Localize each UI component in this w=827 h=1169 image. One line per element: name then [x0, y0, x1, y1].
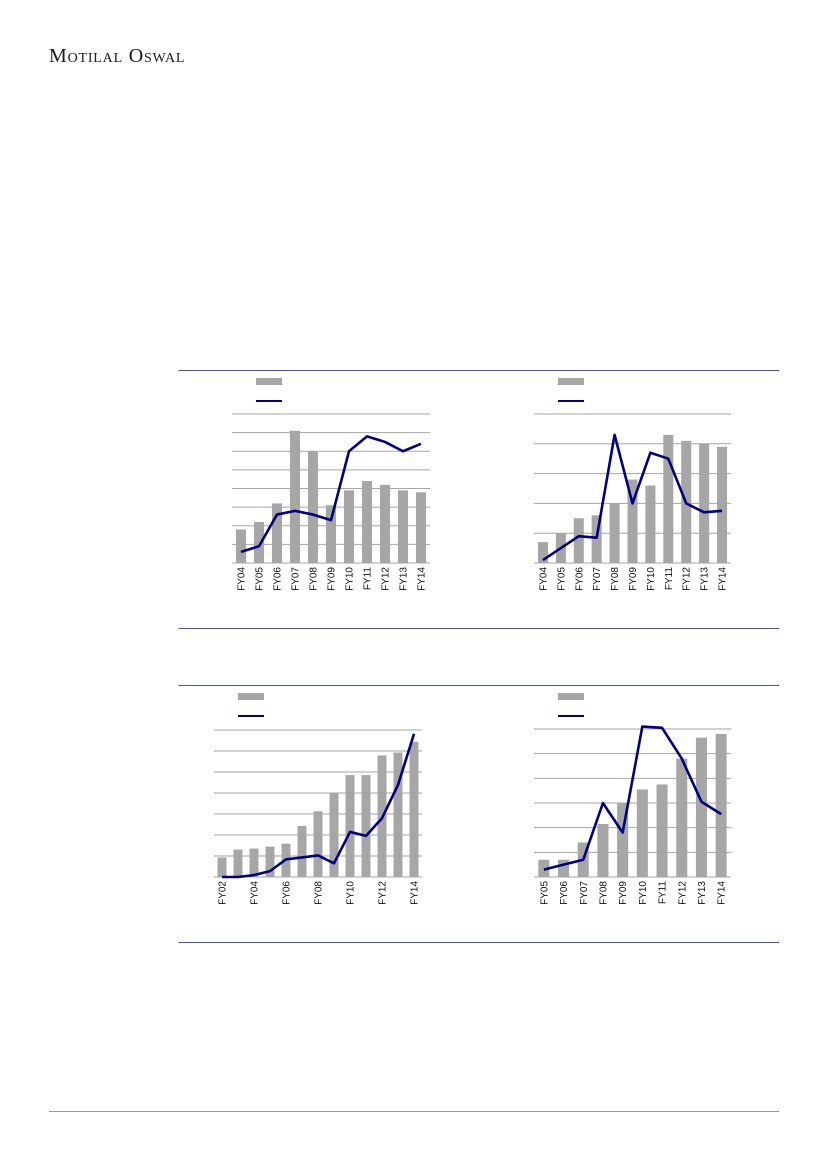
bar-fy06: [558, 859, 570, 877]
brand-logo: Motilal Oswal: [49, 45, 186, 67]
section-rule-top-1: [179, 370, 779, 371]
x-tick-label: FY09: [618, 881, 629, 905]
chart-top-left: FY04 FY05 FY06 FY07 FY08 FY09 FY10 FY11 FY12 FY13…: [232, 372, 442, 622]
x-tick-label: FY08: [598, 881, 609, 905]
bar-fy05: [253, 522, 265, 563]
bar-fy13: [699, 443, 710, 563]
series-line: [543, 725, 722, 871]
bar-fy04: [235, 529, 247, 563]
bar-fy11: [361, 481, 373, 563]
bar-fy12: [676, 758, 688, 877]
x-tick-label: FY10: [346, 881, 357, 905]
bar-fy04: [249, 848, 259, 877]
bar-fy10: [345, 775, 355, 877]
section-rule-top-2: [179, 685, 779, 686]
bar-fy13: [393, 752, 403, 877]
footer-rule: [49, 1111, 779, 1112]
bar-fy13: [397, 490, 409, 563]
bar-fy02: [217, 857, 227, 877]
legend-bar-swatch: [558, 378, 584, 385]
bar-fy04: [537, 542, 548, 563]
x-tick-label: FY07: [291, 567, 302, 591]
x-tick-label: FY05: [539, 881, 550, 905]
x-tick-label: FY11: [363, 567, 374, 591]
bar-fy08: [609, 503, 620, 563]
x-tick-label: FY13: [697, 881, 708, 905]
bar-fy14: [415, 492, 427, 563]
x-tick-label: FY12: [378, 881, 389, 905]
bar-fy05: [265, 846, 275, 877]
x-tick-label: FY04: [237, 567, 248, 591]
bar-fy06: [573, 518, 584, 563]
x-tick-label: FY08: [314, 881, 325, 905]
bar-fy07: [297, 826, 307, 877]
x-tick-label: FY12: [677, 881, 688, 905]
x-tick-label: FY07: [579, 881, 590, 905]
x-tick-label: FY13: [399, 567, 410, 591]
bar-fy10: [645, 485, 656, 563]
x-tick-label: FY13: [700, 567, 711, 591]
x-tick-label: FY02: [218, 881, 229, 905]
x-tick-label: FY12: [381, 567, 392, 591]
bar-fy14: [717, 446, 728, 563]
x-tick-label: FY06: [574, 567, 585, 591]
x-tick-label: FY10: [345, 567, 356, 591]
x-tick-label: FY05: [556, 567, 567, 591]
x-tick-label: FY05: [255, 567, 266, 591]
bar-fy09: [627, 479, 638, 563]
x-tick-label: FY12: [682, 567, 693, 591]
section-rule-bottom-1: [179, 628, 779, 629]
bar-fy03: [233, 849, 243, 877]
x-tick-label: FY14: [718, 567, 729, 591]
x-tick-label: FY04: [538, 567, 549, 591]
x-tick-label: FY08: [309, 567, 320, 591]
bar-fy11: [361, 775, 371, 877]
x-tick-label: FY09: [628, 567, 639, 591]
x-tick-label: FY10: [646, 567, 657, 591]
bar-fy14: [715, 733, 727, 877]
legend-bar-swatch: [558, 693, 584, 700]
x-tick-label: FY06: [282, 881, 293, 905]
x-tick-label: FY14: [717, 881, 728, 905]
legend-bar-swatch: [238, 693, 264, 700]
x-tick-label: FY09: [327, 567, 338, 591]
legend-bar-swatch: [256, 378, 282, 385]
x-tick-label: FY06: [273, 567, 284, 591]
bar-fy08: [307, 451, 319, 563]
bar-fy10: [343, 490, 355, 563]
x-tick-label: FY04: [250, 881, 261, 905]
bar-fy07: [289, 430, 301, 563]
x-tick-label: FY07: [592, 567, 603, 591]
series-line: [542, 433, 723, 562]
chart-top-right: FY04 FY05 FY06 FY07 FY08 FY09 FY10 FY11 FY12 FY13…: [534, 372, 744, 622]
chart-bottom-right: FY05 FY06 FY07 FY08 FY09 FY10 FY11 FY12 FY13 FY14: [534, 687, 744, 937]
bar-fy12: [379, 484, 391, 563]
x-tick-label: FY14: [410, 881, 421, 905]
x-tick-label: FY14: [417, 567, 428, 591]
x-tick-label: FY11: [658, 881, 669, 905]
bar-fy08: [597, 823, 609, 877]
bar-fy09: [325, 505, 337, 563]
series-line: [240, 435, 422, 554]
bar-fy06: [271, 503, 283, 563]
x-tick-label: FY08: [610, 567, 621, 591]
bar-fy09: [617, 803, 629, 877]
series-line: [222, 733, 416, 879]
bar-fy08: [313, 811, 323, 877]
chart-bottom-left: FY02 FY04 FY06 FY08 FY10 FY12 FY14: [214, 687, 434, 937]
bar-fy09: [329, 792, 339, 877]
bar-fy11: [663, 434, 674, 563]
bar-fy14: [409, 741, 419, 877]
x-tick-label: FY10: [638, 881, 649, 905]
bar-fy13: [695, 737, 707, 877]
x-tick-label: FY11: [664, 567, 675, 591]
x-tick-label: FY06: [559, 881, 570, 905]
section-rule-bottom-2: [179, 942, 779, 943]
bar-fy10: [636, 789, 648, 877]
bar-fy07: [591, 515, 602, 563]
bar-fy11: [656, 784, 668, 877]
